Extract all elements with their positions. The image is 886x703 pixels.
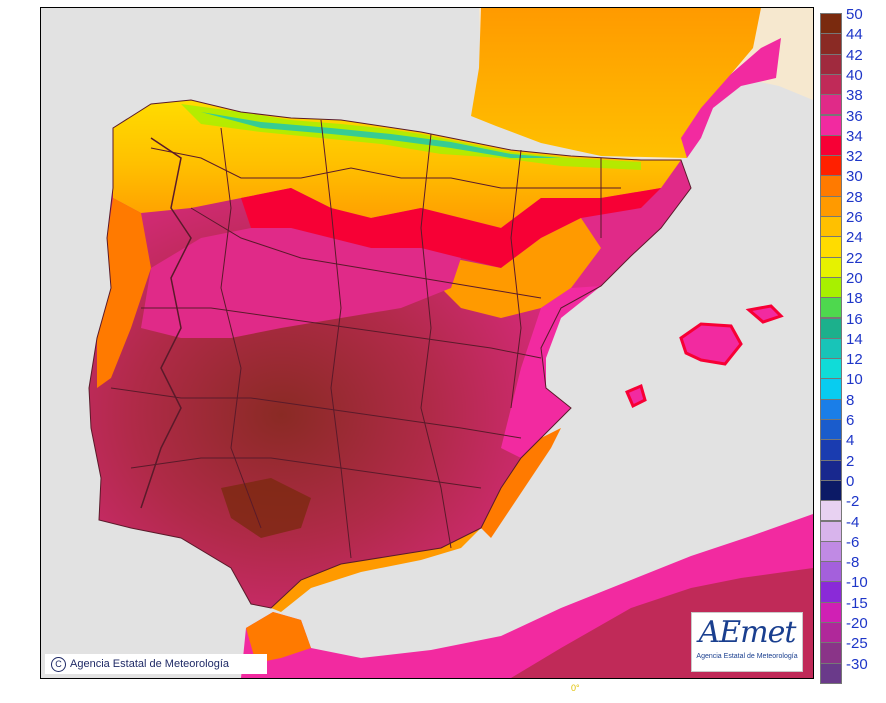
legend-label: 6 xyxy=(846,412,855,429)
legend-label: 40 xyxy=(846,66,863,84)
legend-swatch xyxy=(820,13,842,35)
red-belt-north xyxy=(241,188,661,268)
logo-subtitle: Agencia Estatal de Meteorología xyxy=(696,653,798,660)
west-coast-orange xyxy=(97,198,151,388)
legend-label: 26 xyxy=(846,209,863,226)
legend-swatch xyxy=(820,642,842,664)
legend-swatch xyxy=(820,459,842,481)
legend-swatch xyxy=(820,662,842,684)
legend-label: 32 xyxy=(846,148,863,166)
legend-label: 30 xyxy=(846,168,863,186)
legend-label: 2 xyxy=(846,452,855,470)
legend-swatch xyxy=(820,155,842,177)
legend-swatch xyxy=(820,378,842,400)
legend-swatch xyxy=(820,358,842,380)
legend-swatch xyxy=(820,236,842,258)
legend-swatch xyxy=(820,581,842,603)
legend-label: -8 xyxy=(846,554,860,572)
legend-label: -20 xyxy=(846,615,868,632)
cantabrian-teal xyxy=(201,112,561,158)
menorca xyxy=(745,304,784,324)
legend-swatch xyxy=(820,479,842,502)
legend-label: 44 xyxy=(846,26,863,44)
legend-swatch xyxy=(820,276,842,299)
copyright-text: Agencia Estatal de Meteorología xyxy=(70,658,229,670)
legend-label: 28 xyxy=(846,188,863,206)
legend-label: 4 xyxy=(846,432,855,450)
legend-label: -4 xyxy=(846,513,860,531)
temperature-map: C Agencia Estatal de Meteorología AEmet … xyxy=(40,7,814,679)
north-band xyxy=(113,100,681,228)
legend-swatch xyxy=(820,53,842,75)
province-borders xyxy=(88,99,692,609)
legend-swatch xyxy=(820,561,842,583)
legend-label: 42 xyxy=(846,46,863,64)
legend-label: 8 xyxy=(846,391,855,409)
legend-swatch xyxy=(820,337,842,360)
north-africa-coast xyxy=(246,612,311,663)
legend-label: -6 xyxy=(846,533,860,551)
legend-label: -15 xyxy=(846,594,868,612)
legend-label: 20 xyxy=(846,269,863,287)
legend-label: -25 xyxy=(846,635,868,653)
legend-label: 50 xyxy=(846,6,863,23)
mallorca xyxy=(679,322,743,366)
legend-label: 36 xyxy=(846,107,863,125)
magenta-interior xyxy=(141,228,461,338)
longitude-zero-label: 0° xyxy=(571,683,580,693)
ibiza xyxy=(625,383,647,409)
portugal-border xyxy=(140,137,192,509)
legend-label: 38 xyxy=(846,87,863,105)
legend-swatch xyxy=(820,540,842,563)
legend-swatch xyxy=(820,256,842,278)
temperature-legend xyxy=(820,13,842,684)
legend-swatch xyxy=(820,601,842,623)
legend-swatch xyxy=(820,439,842,461)
legend-swatch xyxy=(820,317,842,339)
legend-label: 0 xyxy=(846,472,855,490)
legend-label: 12 xyxy=(846,351,863,369)
legend-swatch xyxy=(820,195,842,217)
france-forecast xyxy=(471,8,761,158)
legend-label: 24 xyxy=(846,229,863,247)
legend-label: 34 xyxy=(846,127,863,145)
legend-label: 18 xyxy=(846,290,863,308)
legend-label: 22 xyxy=(846,249,863,267)
guadalquivir-hotspot xyxy=(221,478,311,538)
aemet-logo: AEmet Agencia Estatal de Meteorología xyxy=(691,612,803,672)
legend-label: 14 xyxy=(846,330,863,348)
legend-swatch xyxy=(820,73,842,96)
legend-label: 16 xyxy=(846,310,863,328)
legend-label: -2 xyxy=(846,493,860,511)
legend-swatch xyxy=(820,33,842,55)
iberian-range-orange xyxy=(441,218,601,318)
legend-label: 10 xyxy=(846,371,863,389)
legend-swatch xyxy=(820,134,842,157)
levante-magenta xyxy=(501,286,601,458)
legend-swatch xyxy=(820,500,842,522)
legend-swatch xyxy=(820,175,842,197)
legend-label: -30 xyxy=(846,655,868,673)
legend-swatch xyxy=(820,216,842,238)
france-hot-edge xyxy=(681,38,781,158)
legend-label: -10 xyxy=(846,574,868,592)
legend-swatch xyxy=(820,94,842,116)
copyright-label: C Agencia Estatal de Meteorología xyxy=(45,654,267,674)
legend-swatch xyxy=(820,297,842,319)
legend-swatch xyxy=(820,520,842,542)
legend-swatch xyxy=(820,622,842,644)
legend-swatch xyxy=(820,398,842,420)
southeast-coast-orange xyxy=(481,428,561,538)
copyright-icon: C xyxy=(51,656,66,672)
legend-swatch xyxy=(820,114,842,136)
logo-wordmark: AEmet xyxy=(698,615,797,650)
legend-swatch xyxy=(820,419,842,441)
